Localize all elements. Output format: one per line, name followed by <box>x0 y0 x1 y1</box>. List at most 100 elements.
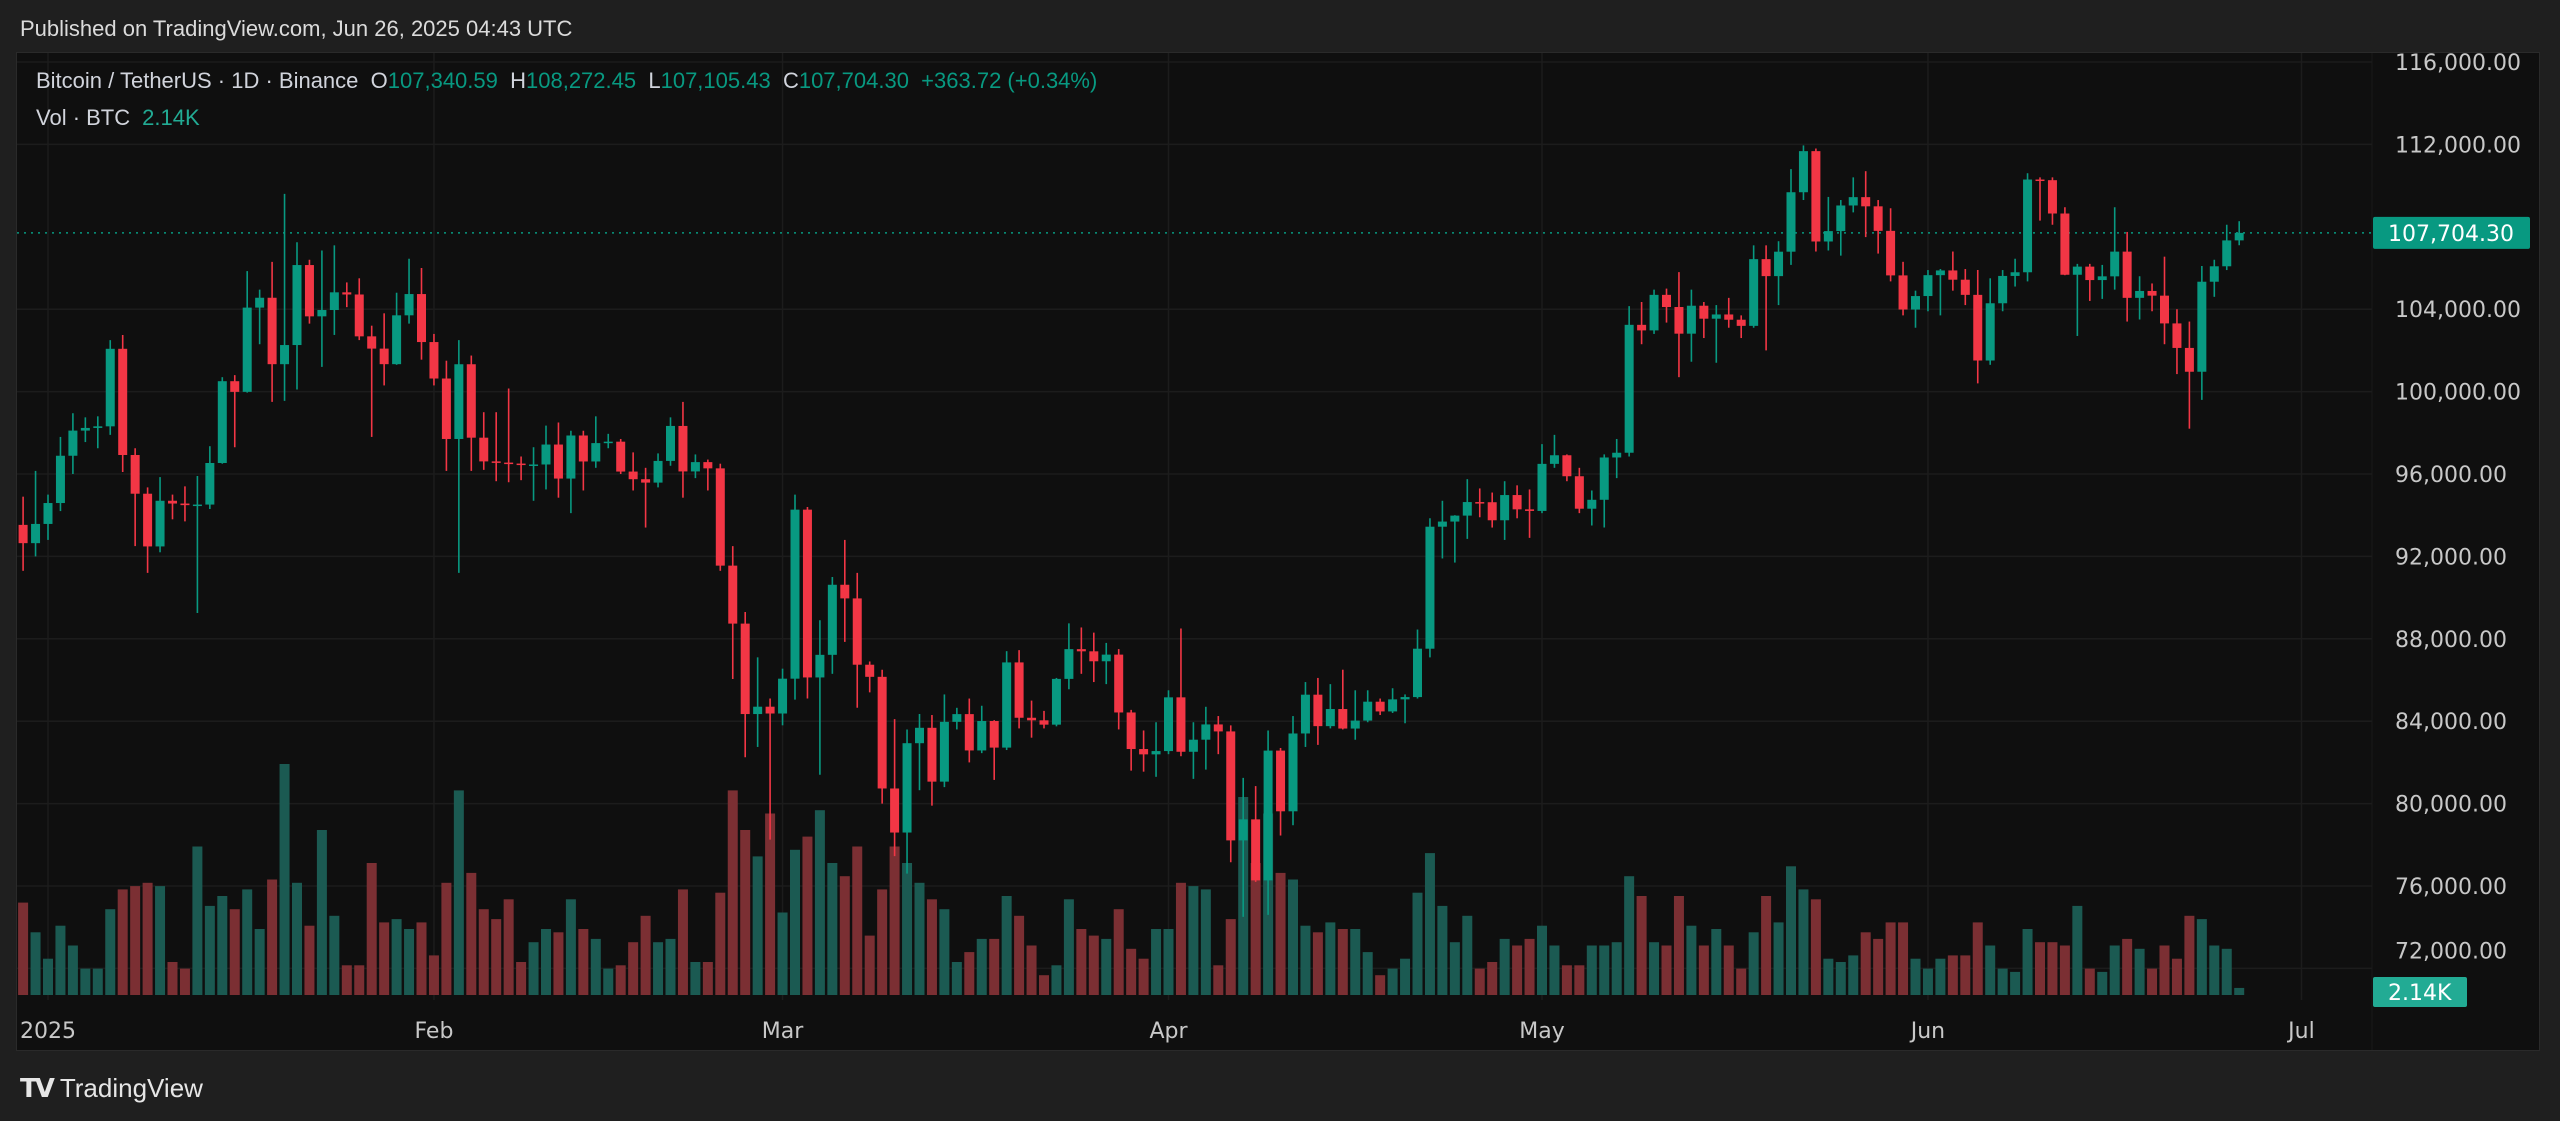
change-value: +363.72 (+0.34%) <box>921 68 1098 93</box>
candle-body <box>2060 213 2070 275</box>
volume-bar <box>1599 945 1610 995</box>
candle-body <box>18 524 28 544</box>
candle-body <box>354 294 364 337</box>
candle-body <box>1948 270 1958 280</box>
volume-bar <box>1512 945 1523 995</box>
candle-body <box>1973 294 1983 361</box>
candle-body <box>1637 324 1647 331</box>
volume-bar <box>665 938 676 995</box>
candle-body <box>230 381 240 392</box>
candle-body <box>1848 197 1858 206</box>
volume-bar <box>292 882 302 995</box>
volume-bar <box>1387 968 1398 995</box>
candle-body <box>143 493 153 547</box>
volume-bar <box>814 810 825 995</box>
volume-bar <box>2035 942 2045 995</box>
candle-body <box>653 460 663 483</box>
volume-bar <box>1661 945 1672 995</box>
x-tick-label: May <box>1519 1019 1564 1044</box>
candle-body <box>329 292 339 311</box>
volume-bar <box>528 942 539 995</box>
volume-bar <box>1960 955 1971 995</box>
candle-body <box>1798 151 1808 193</box>
volume-bar <box>1449 942 1460 995</box>
candle-body <box>616 441 626 472</box>
candle-body <box>1425 526 1435 649</box>
candle-body <box>491 461 501 463</box>
volume-bar <box>1039 975 1049 995</box>
volume-bar <box>1026 945 1037 995</box>
volume-bar <box>2134 948 2145 995</box>
volume-bar <box>503 899 514 995</box>
candle-body <box>1051 678 1061 725</box>
volume-bar <box>1997 968 2008 995</box>
candle-body <box>217 381 227 463</box>
candle-body <box>1823 231 1833 242</box>
candle-body <box>1549 455 1559 464</box>
volume-bar <box>1611 942 1622 995</box>
last-price-label: 107,704.30 <box>2388 222 2514 247</box>
volume-bar <box>1362 952 1373 995</box>
candle-body <box>753 706 763 715</box>
symbol-title[interactable]: Bitcoin / TetherUS · 1D · Binance <box>36 68 359 93</box>
volume-bar <box>1649 942 1660 995</box>
volume-bar <box>1300 925 1311 995</box>
candle-body <box>1525 509 1535 511</box>
candle-body <box>292 265 302 346</box>
candle-body <box>553 444 563 479</box>
last-volume-badge <box>2373 977 2467 1007</box>
volume-label[interactable]: Vol · BTC <box>36 105 131 130</box>
candle-body <box>852 598 862 665</box>
volume-bar <box>1723 945 1734 995</box>
volume-bar <box>727 790 738 995</box>
candle-body <box>1587 499 1597 509</box>
candle-body <box>168 500 177 504</box>
candle-body <box>690 462 700 472</box>
volume-bar <box>43 958 53 995</box>
volume-bar <box>565 899 576 995</box>
candle-body <box>267 297 277 365</box>
volume-bar <box>740 830 751 995</box>
candle-body <box>1574 476 1584 509</box>
tradingview-footer[interactable]: 𝗧𝗩 TradingView <box>20 1073 203 1104</box>
candle-body <box>1475 502 1485 504</box>
candle-body <box>504 462 514 465</box>
volume-bar <box>839 876 850 995</box>
volume-bar <box>366 863 377 995</box>
candle-body <box>1662 294 1671 308</box>
candle-body <box>2035 179 2045 182</box>
candle-body <box>666 425 675 461</box>
volume-bar <box>1014 915 1025 995</box>
candle-body <box>2197 281 2207 372</box>
volume-bar <box>1474 968 1485 995</box>
volume-bar <box>1561 965 1572 995</box>
candle-body <box>1886 230 1896 276</box>
volume-bar <box>1350 929 1361 995</box>
volume-bar <box>864 935 875 995</box>
volume-bar <box>765 813 776 995</box>
volume-bar <box>2022 929 2033 995</box>
volume-bar <box>267 879 278 995</box>
last-volume-label: 2.14K <box>2388 981 2452 1006</box>
volume-bar <box>1985 945 1996 995</box>
candle-body <box>703 462 713 469</box>
open-label: O <box>370 68 388 93</box>
y-tick-label: 88,000.00 <box>2395 628 2507 653</box>
candle-body <box>1836 205 1846 232</box>
candle-body <box>2072 266 2082 275</box>
candle-body <box>342 292 352 295</box>
candle-body <box>1288 733 1298 812</box>
y-tick-label: 112,000.00 <box>2395 133 2521 158</box>
candle-body <box>1064 649 1074 679</box>
close-label: C <box>782 68 799 93</box>
volume-bar <box>428 955 439 995</box>
close-value: 107,704.30 <box>798 68 909 93</box>
candle-body <box>1861 197 1871 207</box>
candle-body <box>2135 290 2145 298</box>
volume-bar <box>951 962 962 995</box>
candle-body <box>93 426 103 428</box>
candle-body <box>1014 662 1024 718</box>
candle-body <box>778 678 788 714</box>
candle-body <box>43 503 53 524</box>
